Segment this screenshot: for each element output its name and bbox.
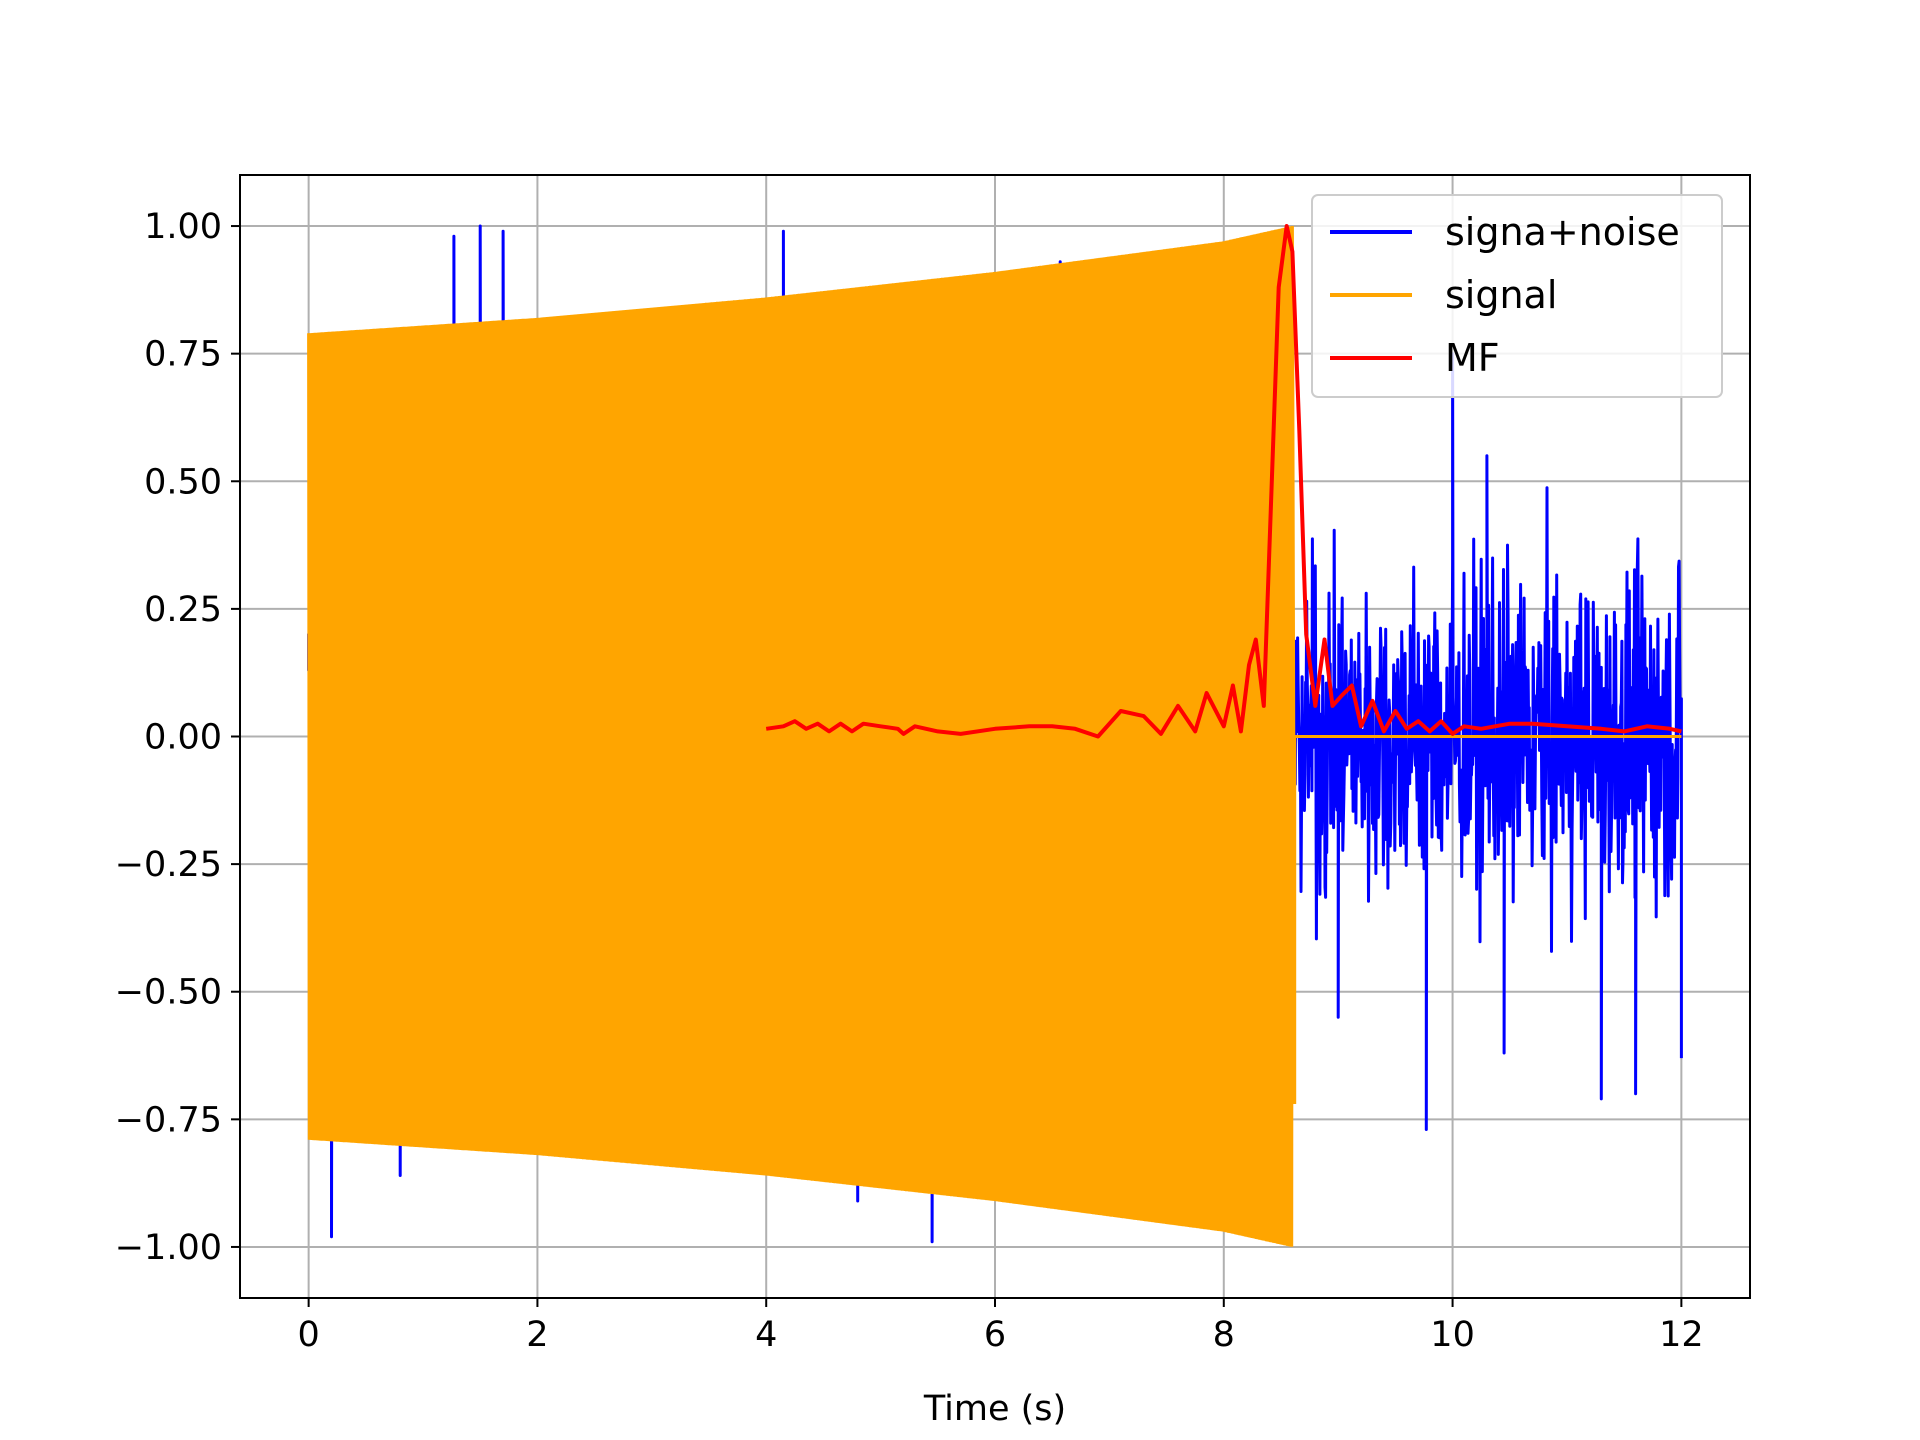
x-tick-label: 4 [755,1315,777,1355]
legend-label: MF [1445,336,1500,380]
series-mf-line [765,224,1682,739]
y-tick-label: 0.25 [144,590,222,630]
y-tick-label: 1.00 [144,207,222,247]
y-tick-label: −0.50 [115,973,222,1013]
legend-box [1311,194,1723,398]
y-tick-label: 0.75 [144,335,222,375]
y-tick-label: −1.00 [115,1228,222,1268]
y-tick-label: 0.00 [144,718,222,758]
x-tick-label: 2 [526,1315,548,1355]
x-axis-label: Time (s) [923,1389,1066,1429]
y-axis: 1.00 0.75 0.50 0.25 0.00 −0.25 −0.50 −0.75 −1.00 [115,207,240,1268]
series-signal-line [307,225,1682,1247]
legend-label: signal [1445,273,1557,317]
plot-area [307,224,1683,1247]
x-tick-label: 0 [297,1315,319,1355]
legend: signa+noise signal MF [1311,194,1723,398]
x-tick-label: 12 [1659,1315,1704,1355]
y-tick-label: 0.50 [144,462,222,502]
x-axis: 0 2 4 6 8 10 12 [297,1298,1704,1355]
x-tick-label: 10 [1430,1315,1475,1355]
x-tick-label: 8 [1213,1315,1235,1355]
legend-label: signa+noise [1445,210,1680,254]
y-tick-label: −0.75 [115,1100,222,1140]
y-tick-label: −0.25 [115,845,222,885]
x-tick-label: 6 [984,1315,1006,1355]
